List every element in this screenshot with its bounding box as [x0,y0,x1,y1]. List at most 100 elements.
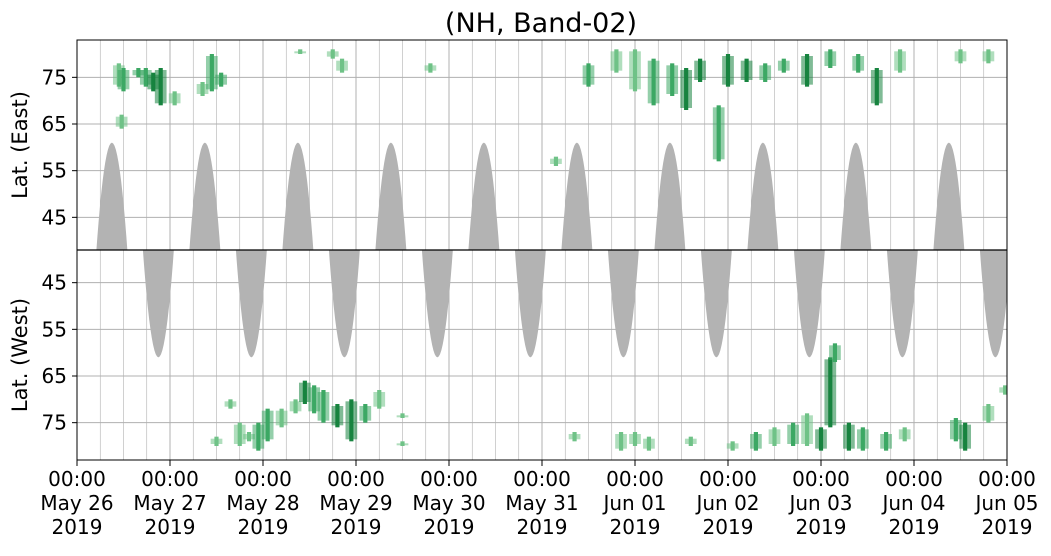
night-lobe [142,250,174,358]
y-tick-label: 75 [42,411,67,435]
night-lobe [189,142,221,250]
y-axis-label-east: Lat. (East) [8,91,32,199]
observation-cell [740,60,753,80]
y-tick-label: 65 [42,112,67,136]
observation-cell [898,429,911,440]
observation-cell [894,51,906,71]
observation-cell [954,51,967,62]
observation-cell [154,70,167,104]
observation-cell [712,107,725,160]
observation-cell [582,65,595,85]
y-tick-label: 65 [42,364,67,388]
observation-cell [722,56,734,85]
observation-cell [396,415,409,418]
observation-cell [824,359,837,426]
observation-cell [680,70,693,108]
night-lobe [514,250,546,358]
y-tick-label: 55 [42,159,67,183]
observation-cell [880,434,892,449]
observation-cell [750,434,762,449]
x-tick-label: 00:00 Jun 02 2019 [694,467,759,539]
x-tick-label: 00:00 May 28 2019 [226,467,299,539]
observation-cell [196,84,209,94]
night-lobe [421,250,453,358]
observation-cell [684,438,697,444]
observation-cell [787,424,799,444]
observation-cell [647,60,660,104]
observation-cell [294,51,307,54]
observation-cell [396,443,409,446]
observation-cell [629,434,641,444]
x-tick-label: 00:00 May 29 2019 [319,467,392,539]
observation-cell [224,401,237,407]
observation-cell [326,51,339,57]
observation-cell [568,434,581,440]
observation-cell [982,406,995,421]
observation-cell [345,401,358,440]
observation-cell [824,51,837,66]
night-lobe [468,142,500,250]
night-lobe [607,250,639,358]
night-lobe [654,142,686,250]
observation-cell [959,424,972,449]
night-lobe [979,250,1007,358]
x-tick-label: 00:00 May 30 2019 [412,467,485,539]
observation-cell [759,65,772,80]
y-tick-label: 75 [42,65,67,89]
observation-cell [117,70,130,90]
observation-cell [982,51,995,62]
observation-cell [210,438,223,444]
observation-cell [768,429,781,444]
observation-cell [139,70,152,85]
observation-cell [331,406,344,426]
observation-cell [115,116,128,127]
observation-cell [610,51,623,71]
night-lobe [328,250,360,358]
chart-title: (NH, Band-02) [445,8,637,39]
observation-cell [856,429,869,449]
observation-cell [550,158,562,164]
x-tick-label: 00:00 May 26 2019 [40,467,113,539]
observation-cell [643,438,655,449]
observation-cell [843,424,855,449]
observation-cell [132,70,145,76]
x-tick-label: 00:00 Jun 05 2019 [973,467,1038,539]
night-lobe [282,142,314,250]
observation-cell [726,443,739,449]
y-tick-label: 45 [42,205,67,229]
night-lobe [747,142,779,250]
x-tick-label: 00:00 May 31 2019 [505,467,578,539]
observation-cell [289,401,302,412]
observation-cell [336,60,348,71]
observation-cell [298,382,311,402]
night-lobe [235,250,267,358]
night-lobe [561,142,593,250]
panel-west [77,250,1007,460]
observation-cell [801,415,813,444]
observation-cell [215,74,228,85]
night-lobe [700,250,732,358]
night-lobe [840,142,872,250]
observation-cell [424,65,437,71]
night-lobe [793,250,825,358]
observation-cell [275,410,288,426]
observation-cell [373,392,386,407]
x-tick-label: 00:00 May 27 2019 [133,467,206,539]
observation-cell [852,56,865,71]
observation-cell [629,51,641,90]
observation-cell [205,56,218,90]
observation-cell [168,93,181,104]
observation-cell [694,60,706,80]
observation-cell [261,410,274,440]
observation-cell [147,74,160,90]
observation-cell [243,434,255,440]
observation-cell [317,392,330,421]
panel-east [77,40,1007,250]
observation-cell [615,434,627,449]
y-tick-label: 55 [42,317,67,341]
observation-cell [801,56,813,85]
night-lobe [375,142,407,250]
observation-cell [233,424,246,444]
y-tick-label: 45 [42,271,67,295]
